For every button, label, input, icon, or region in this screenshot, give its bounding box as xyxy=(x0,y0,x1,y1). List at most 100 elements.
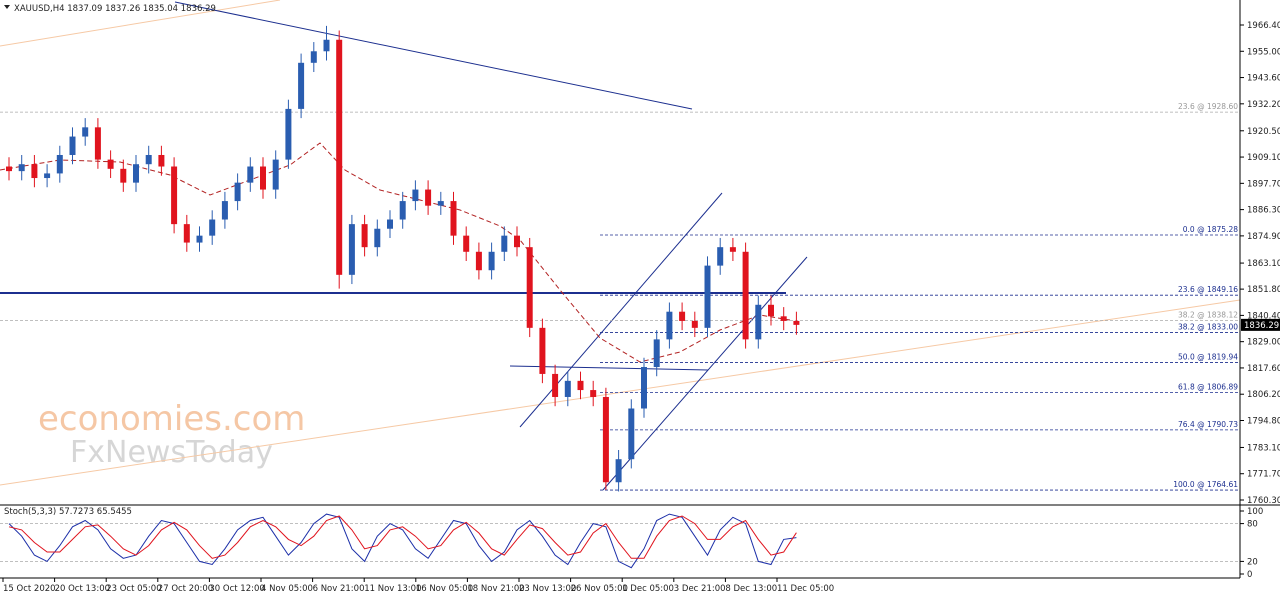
candle-body xyxy=(577,380,584,391)
chart-title: XAUUSD,H4 1837.09 1837.26 1835.04 1836.2… xyxy=(14,4,216,14)
candle-body xyxy=(463,235,470,252)
y-tick-label: 1920.50 xyxy=(1247,127,1280,137)
candle-body xyxy=(704,265,711,328)
current-price: 1836.29 xyxy=(1244,321,1279,331)
candle-body xyxy=(552,373,559,397)
candle-body xyxy=(755,304,762,340)
y-tick-label: 20 xyxy=(1247,557,1258,567)
x-tick-label: 26 Nov 05:00 xyxy=(571,584,628,594)
candle-body xyxy=(793,320,800,325)
candle-body xyxy=(336,39,343,275)
candle-body xyxy=(209,219,216,236)
candle-body xyxy=(94,127,101,160)
candle-body xyxy=(666,311,673,340)
y-tick-label: 1863.10 xyxy=(1247,259,1280,269)
y-tick-label: 1943.60 xyxy=(1247,74,1280,84)
candle-body xyxy=(717,247,724,266)
x-tick-label: 27 Oct 20:00 xyxy=(158,584,213,594)
fib-label: 100.0 @ 1764.61 xyxy=(1173,480,1238,489)
candle-body xyxy=(526,247,533,328)
stoch-line xyxy=(8,513,797,569)
indicator-title: Stoch(5,3,3) 57.7273 65.5455 xyxy=(4,507,132,517)
channel-line xyxy=(602,256,808,491)
menu-arrow[interactable] xyxy=(4,5,10,9)
candle-body xyxy=(82,127,89,137)
candle-body xyxy=(18,164,25,172)
x-tick-label: 23 Oct 05:00 xyxy=(106,584,161,594)
y-tick-label: 100 xyxy=(1247,507,1263,517)
fib-label: 76.4 @ 1790.73 xyxy=(1178,420,1238,429)
y-tick-label: 1851.80 xyxy=(1247,285,1280,295)
candle-body xyxy=(247,166,254,183)
y-tick-label: 1966.40 xyxy=(1247,21,1280,31)
candle-body xyxy=(298,62,305,109)
y-tick-label: 1760.30 xyxy=(1247,496,1280,506)
x-tick-label: 11 Nov 13:00 xyxy=(364,584,421,594)
x-tick-label: 30 Oct 12:00 xyxy=(209,584,264,594)
candle-body xyxy=(514,235,520,248)
candle-body xyxy=(158,154,165,167)
candle-body xyxy=(501,235,508,252)
candle-body xyxy=(387,219,393,229)
candle-body xyxy=(272,159,279,190)
candle-body xyxy=(145,154,152,165)
candle-body xyxy=(780,316,787,321)
candle-body xyxy=(323,39,330,52)
candle-body xyxy=(31,164,38,179)
candle-body xyxy=(742,251,749,340)
fib-label: 23.6 @ 1928.60 xyxy=(1178,102,1238,111)
x-tick-label: 4 Nov 05:00 xyxy=(261,584,313,594)
candle-body xyxy=(234,182,241,202)
candle-body xyxy=(44,173,51,179)
y-tick-label: 1874.90 xyxy=(1247,232,1280,242)
trend-line xyxy=(0,0,281,47)
watermark: FxNewsToday xyxy=(70,435,273,470)
candle-body xyxy=(450,201,457,236)
candle-body xyxy=(425,189,432,206)
candle-body xyxy=(691,320,698,328)
y-tick-label: 1771.70 xyxy=(1247,470,1280,480)
fib-label: 50.0 @ 1819.94 xyxy=(1178,353,1238,362)
candle-body xyxy=(221,201,228,220)
y-tick-label: 1794.80 xyxy=(1247,416,1280,426)
y-tick-label: 1840.40 xyxy=(1247,311,1280,321)
candle-body xyxy=(768,304,774,317)
x-tick-label: 1 Dec 05:00 xyxy=(622,584,674,594)
y-tick-label: 1886.30 xyxy=(1247,206,1280,216)
fib-label: 38.2 @ 1838.12 xyxy=(1178,311,1238,320)
candle-body xyxy=(361,224,368,248)
fib-label: 61.8 @ 1806.89 xyxy=(1178,383,1238,392)
stoch-line xyxy=(8,515,797,559)
candle-body xyxy=(196,235,203,243)
candle-body xyxy=(133,164,139,183)
y-tick-label: 1783.10 xyxy=(1247,443,1280,453)
candle-body xyxy=(729,247,736,252)
y-tick-label: 1817.60 xyxy=(1247,364,1280,374)
y-tick-label: 0 xyxy=(1247,570,1252,580)
x-tick-label: 3 Dec 21:00 xyxy=(674,584,726,594)
candle-body xyxy=(602,396,609,483)
y-tick-label: 1932.20 xyxy=(1247,100,1280,110)
candle-body xyxy=(679,311,686,321)
x-tick-label: 11 Dec 05:00 xyxy=(777,584,834,594)
candle-body xyxy=(399,201,406,220)
y-tick-label: 1897.70 xyxy=(1247,179,1280,189)
candle-body xyxy=(653,339,660,368)
y-tick-label: 1955.00 xyxy=(1247,47,1280,57)
x-tick-label: 20 Oct 13:00 xyxy=(55,584,110,594)
candle-body xyxy=(374,228,381,248)
candle-body xyxy=(56,154,63,174)
y-tick-label: 1806.20 xyxy=(1247,390,1280,400)
moving-average xyxy=(0,142,791,363)
candle-body xyxy=(107,159,114,169)
candle-body xyxy=(564,380,571,397)
x-tick-label: 15 Oct 2020 xyxy=(3,584,56,594)
y-tick-label: 1909.10 xyxy=(1247,153,1280,163)
x-tick-label: 23 Nov 13:00 xyxy=(519,584,576,594)
candle-body xyxy=(69,136,76,155)
candle-body xyxy=(437,201,444,206)
watermark: economies.com xyxy=(38,399,305,439)
candle-body xyxy=(539,327,546,374)
candle-body xyxy=(171,166,178,225)
